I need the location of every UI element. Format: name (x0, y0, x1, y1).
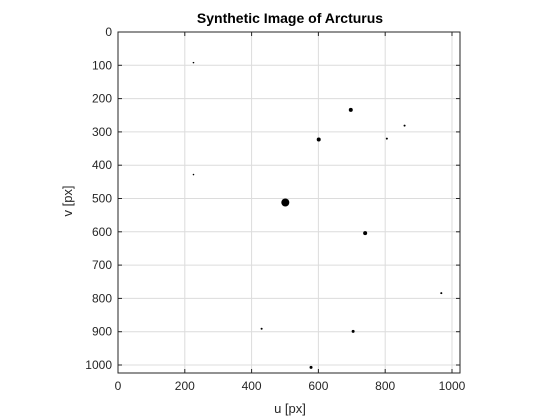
star-point (316, 137, 321, 142)
x-tick-label: 1000 (439, 379, 466, 393)
y-tick-label: 800 (92, 291, 112, 305)
star-point (309, 365, 313, 369)
y-tick-label: 200 (92, 92, 112, 106)
star-point (192, 173, 195, 176)
x-tick-label: 600 (308, 379, 328, 393)
y-tick-label: 1000 (85, 358, 112, 372)
y-axis-label: v [px] (60, 185, 75, 216)
star-point (363, 231, 368, 236)
star-point (351, 329, 355, 333)
x-axis-label: u [px] (274, 401, 306, 416)
y-tick-label: 300 (92, 125, 112, 139)
x-tick-label: 200 (175, 379, 195, 393)
grid-lines (117, 31, 460, 373)
y-tick-label: 700 (92, 258, 112, 272)
y-tick-label: 500 (92, 192, 112, 206)
x-tick-label: 400 (242, 379, 262, 393)
axis-ticks: 0 200 400 600 800 100001002003004005006007008… (85, 25, 465, 393)
chart-title: Synthetic Image of Arcturus (197, 10, 383, 26)
x-tick-label: 800 (375, 379, 395, 393)
y-tick-label: 100 (92, 58, 112, 72)
star-point (403, 124, 406, 127)
x-tick-label: 0 (115, 379, 122, 393)
star-point (385, 137, 388, 140)
y-tick-label: 900 (92, 325, 112, 339)
star-point (192, 61, 195, 64)
y-tick-label: 400 (92, 158, 112, 172)
star-point (348, 107, 353, 112)
plot-frame (117, 31, 461, 374)
data-points (192, 61, 443, 369)
y-tick-label: 600 (92, 225, 112, 239)
star-point (440, 292, 443, 295)
star-point (260, 327, 263, 330)
star-point (281, 198, 290, 207)
y-tick-label: 0 (105, 25, 112, 39)
